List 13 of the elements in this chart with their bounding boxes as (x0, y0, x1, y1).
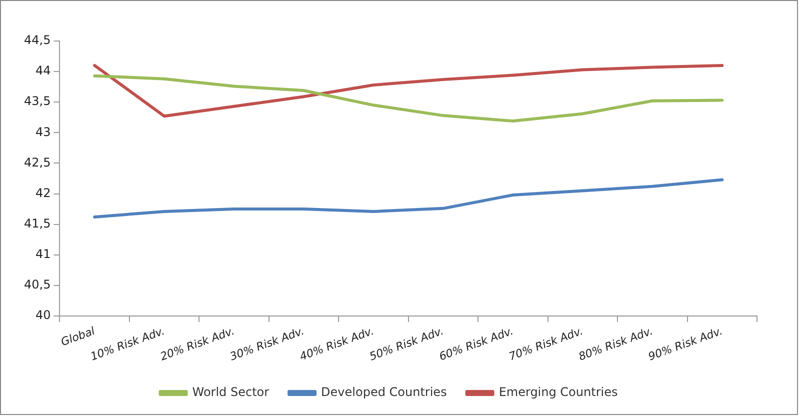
y-tick-label: 41 (35, 246, 51, 261)
y-tick-label: 44,5 (24, 33, 51, 48)
legend-label: Emerging Countries (498, 385, 618, 400)
legend-label: Developed Countries (321, 385, 447, 400)
y-tick-label: 42 (35, 186, 51, 200)
y-tick-label: 44 (35, 64, 51, 78)
y-tick-label: 40,5 (24, 278, 51, 292)
y-tick-label: 40 (35, 308, 51, 322)
y-tick-label: 43,5 (24, 94, 51, 108)
y-tick-label: 43 (35, 124, 51, 139)
y-tick-label: 41,5 (24, 216, 51, 230)
legend-label: World Sector (192, 385, 270, 400)
y-tick-label: 42,5 (24, 155, 51, 170)
